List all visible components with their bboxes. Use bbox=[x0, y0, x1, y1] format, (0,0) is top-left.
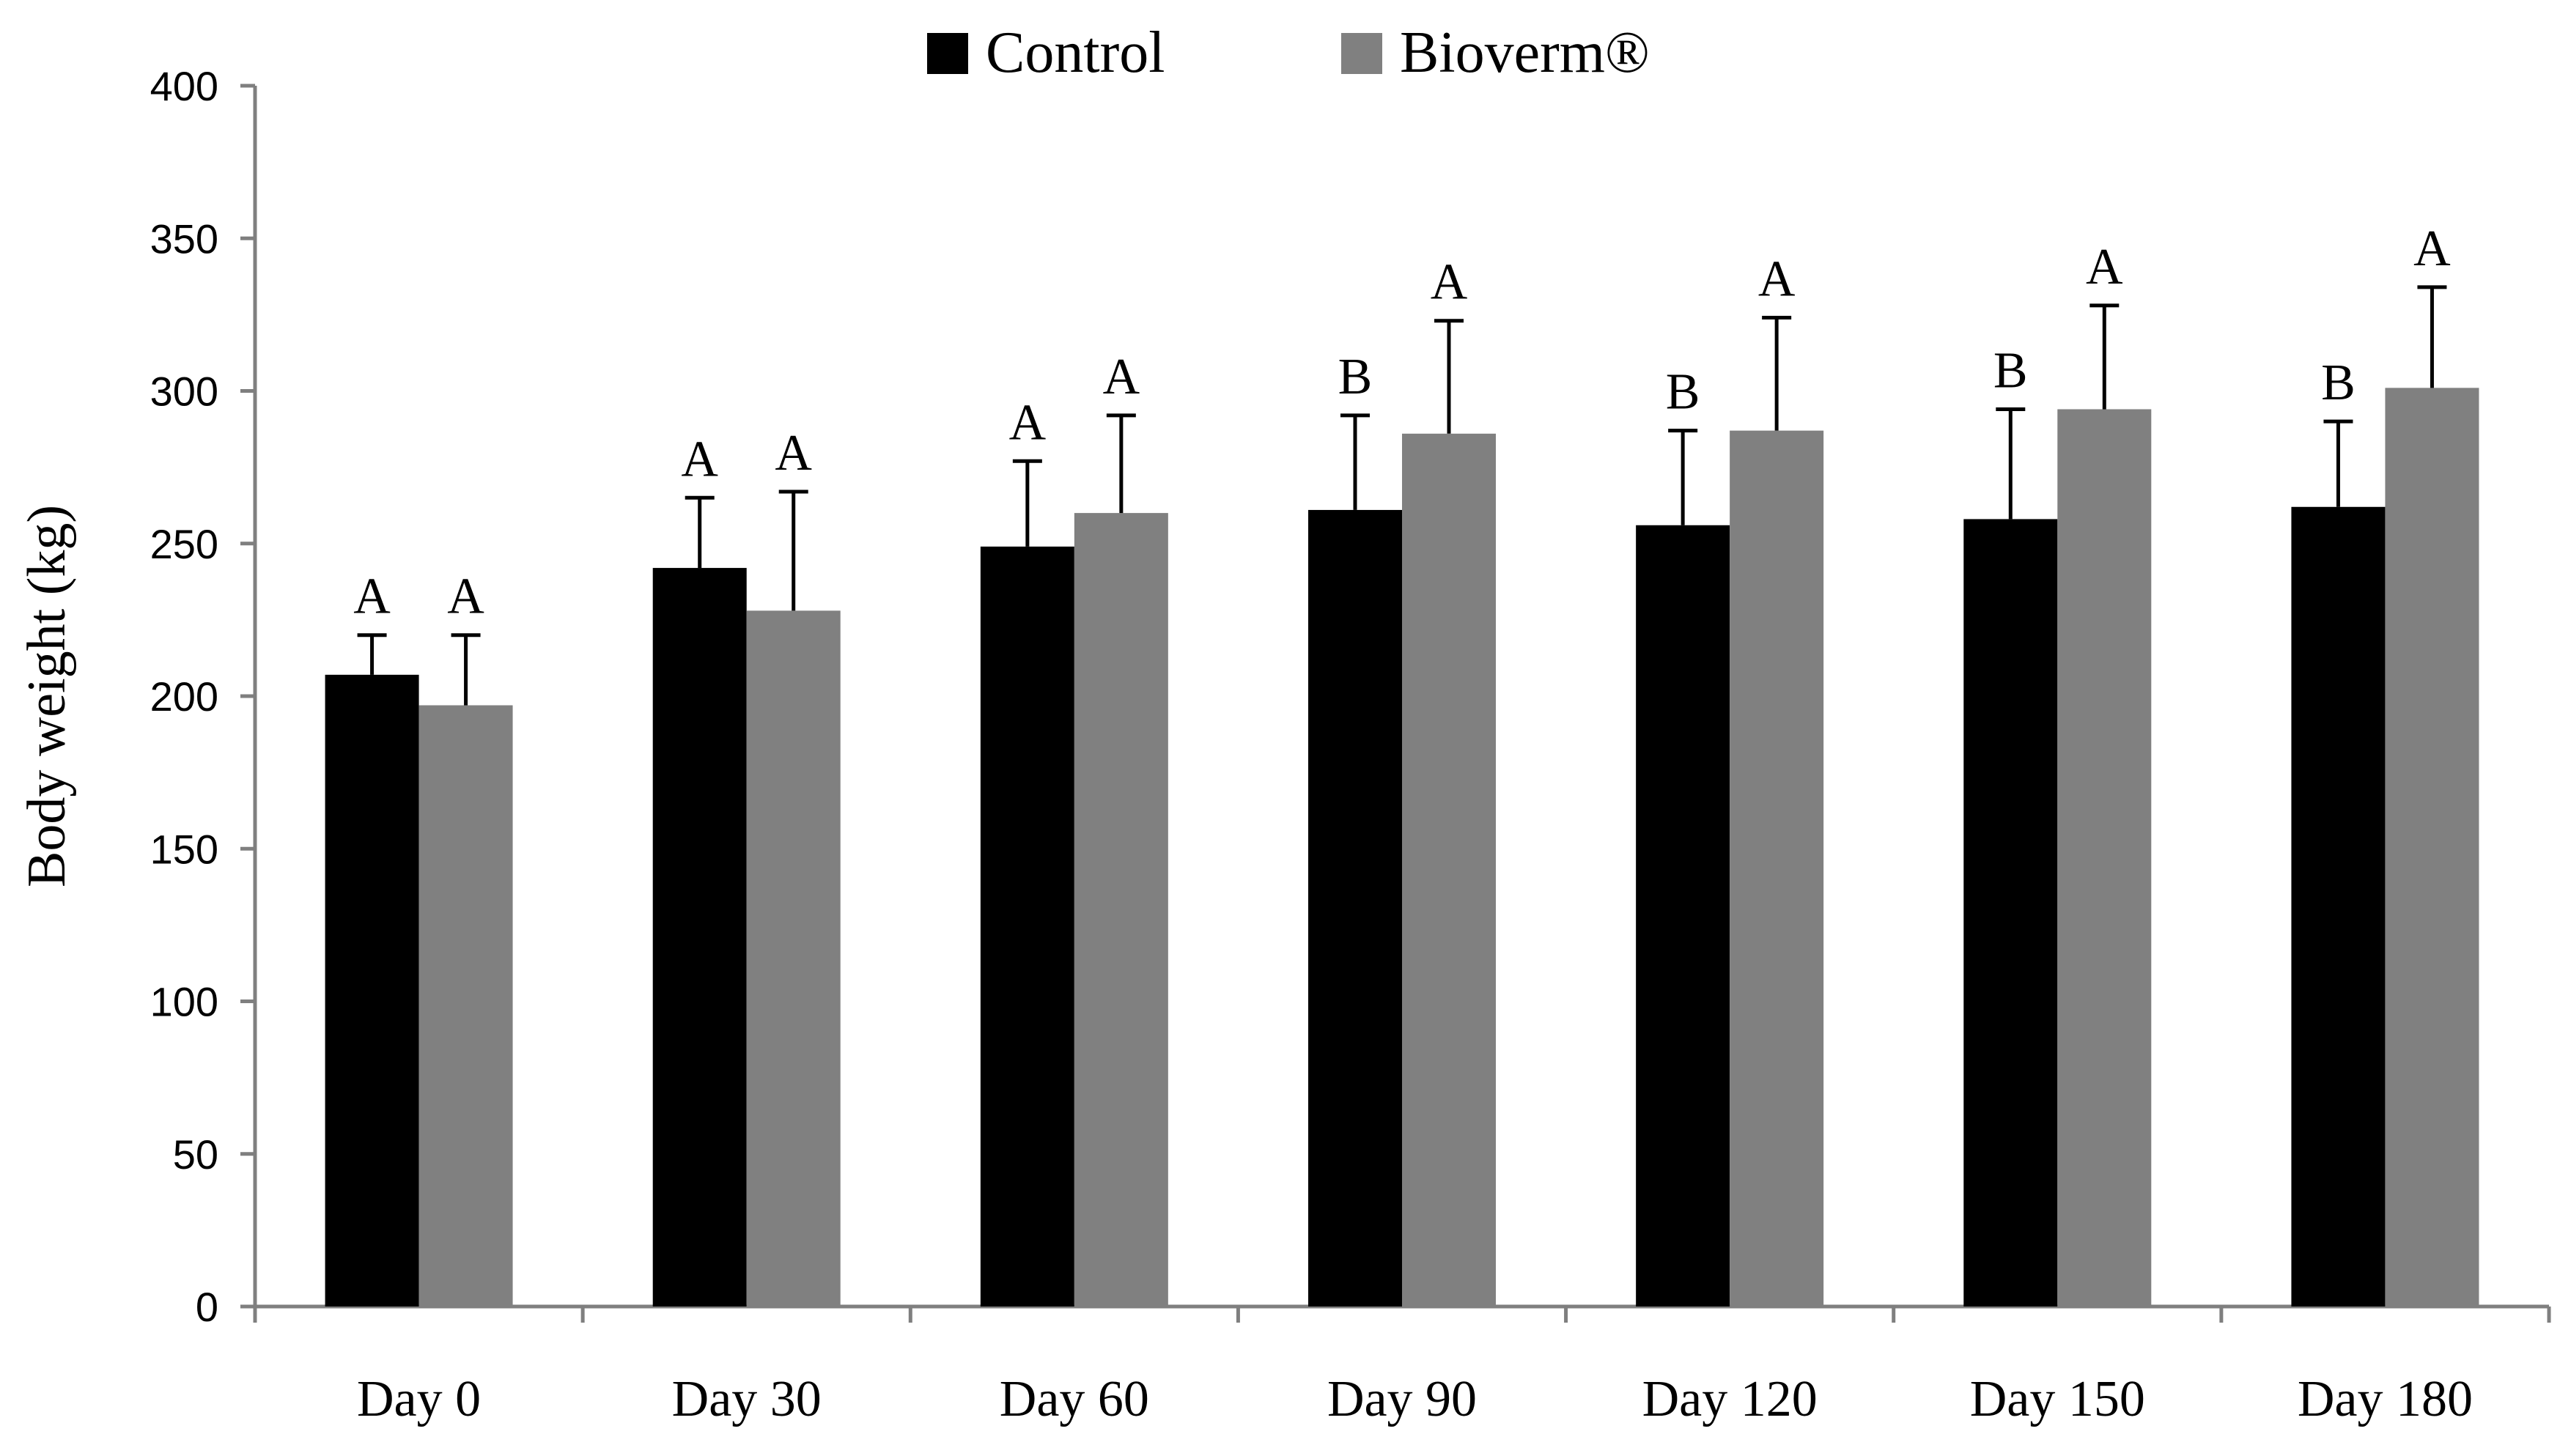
y-tick-label: 400 bbox=[150, 63, 218, 109]
bar-control-1 bbox=[652, 568, 747, 1307]
significance-label: A bbox=[447, 569, 484, 625]
y-tick-label: 250 bbox=[150, 521, 218, 567]
legend: Control Bioverm® bbox=[927, 21, 1650, 85]
y-tick-label: 0 bbox=[196, 1284, 218, 1330]
bar-control-0 bbox=[325, 674, 419, 1307]
bar-control-6 bbox=[2291, 506, 2386, 1307]
significance-label: A bbox=[775, 425, 812, 481]
y-axis-title: Body weight (kg) bbox=[17, 505, 77, 887]
y-tick-label: 150 bbox=[150, 826, 218, 872]
significance-label: A bbox=[1431, 254, 1468, 311]
bar-control-3 bbox=[1308, 509, 1402, 1307]
significance-label: A bbox=[353, 569, 391, 625]
significance-label: B bbox=[1338, 349, 1373, 405]
bar-bioverm-4 bbox=[1730, 430, 1824, 1307]
significance-label: A bbox=[681, 431, 718, 487]
legend-swatch-bioverm bbox=[1341, 33, 1382, 74]
bars bbox=[325, 388, 2479, 1307]
significance-label: B bbox=[2321, 355, 2356, 411]
x-tick-label: Day 0 bbox=[357, 1371, 481, 1427]
bar-control-5 bbox=[1963, 519, 2058, 1307]
x-tick-label: Day 90 bbox=[1327, 1371, 1477, 1427]
x-tick-label: Day 180 bbox=[2298, 1371, 2473, 1427]
significance-label: A bbox=[1758, 251, 1796, 308]
legend-label-bioverm: Bioverm® bbox=[1400, 21, 1650, 85]
legend-swatch-control bbox=[927, 33, 968, 74]
x-axis: Day 0 Day 30 Day 60 Day 90 Day 120 Day 150 Day… bbox=[253, 1304, 2551, 1427]
bar-bioverm-2 bbox=[1074, 513, 1168, 1307]
bar-bioverm-0 bbox=[418, 705, 513, 1307]
significance-label: A bbox=[2086, 239, 2123, 295]
significance-label: B bbox=[1993, 342, 2028, 399]
y-axis: 0 50 100 150 200 250 300 350 400 bbox=[150, 63, 257, 1330]
y-tick-label: 200 bbox=[150, 673, 218, 720]
bar-bioverm-3 bbox=[1402, 433, 1496, 1307]
x-tick-label: Day 60 bbox=[1000, 1371, 1149, 1427]
x-tick-label: Day 120 bbox=[1642, 1371, 1818, 1427]
bar-bioverm-1 bbox=[746, 610, 841, 1307]
x-tick-label: Day 150 bbox=[1970, 1371, 2145, 1427]
bar-bioverm-5 bbox=[2057, 409, 2152, 1307]
bar-control-2 bbox=[980, 546, 1074, 1307]
y-tick-label: 100 bbox=[150, 979, 218, 1025]
legend-label-control: Control bbox=[986, 21, 1165, 85]
error-bars bbox=[357, 285, 2447, 706]
bar-control-4 bbox=[1636, 525, 1730, 1307]
significance-label: A bbox=[1103, 349, 1140, 405]
x-tick-label: Day 30 bbox=[672, 1371, 822, 1427]
significance-label: A bbox=[2413, 221, 2451, 277]
y-tick-label: 300 bbox=[150, 369, 218, 415]
y-tick-label: 350 bbox=[150, 215, 218, 262]
significance-label: B bbox=[1666, 364, 1700, 421]
bar-bioverm-6 bbox=[2385, 388, 2479, 1307]
significance-label: A bbox=[1009, 394, 1047, 451]
y-tick-label: 50 bbox=[173, 1131, 218, 1178]
